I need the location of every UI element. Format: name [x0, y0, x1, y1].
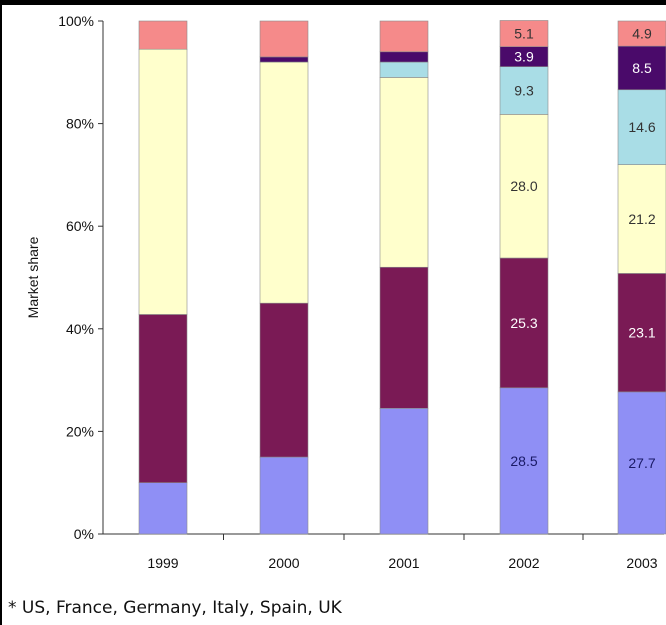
y-tick-label: 0%	[74, 526, 94, 542]
data-label: 27.7	[628, 455, 655, 471]
bar-segment	[259, 20, 309, 58]
x-tick-label: 2002	[508, 555, 539, 571]
bar-segment	[617, 89, 666, 165]
bar-segment	[379, 20, 429, 53]
x-tick-label: 1999	[147, 555, 178, 571]
bar-segment	[138, 482, 188, 535]
data-label: 23.1	[628, 325, 655, 341]
bar-segment	[499, 257, 549, 389]
bar-segment	[499, 114, 549, 259]
data-label: 28.5	[510, 453, 537, 469]
bar-segment	[138, 48, 188, 315]
bar-segment	[617, 391, 666, 535]
bar-segment	[379, 266, 429, 409]
chart-labels: 28.5 25.3 28.0 9.3 3.9 5.1 27.7 23.1 21.2 14.6 8.5…	[510, 26, 655, 471]
stacked-bar-chart: 0% 20% 40% 60% 80% 100% 1999 2000 2001 2002 2003 2…	[25, 13, 666, 571]
x-tick-label: 2001	[388, 555, 419, 571]
bar-segment	[617, 273, 666, 393]
bar-segment	[617, 164, 666, 274]
bar-segment	[499, 20, 549, 47]
bar-segment	[499, 387, 549, 535]
y-axis-label: Market share	[25, 236, 41, 318]
bar-segment	[499, 66, 549, 115]
bar-segment	[259, 56, 309, 63]
chart-bars	[138, 20, 666, 535]
y-tick-label: 80%	[66, 116, 94, 132]
x-tick-label: 2000	[268, 555, 299, 571]
bar-segment	[379, 408, 429, 535]
bar-segment	[259, 456, 309, 535]
bar-segment	[138, 314, 188, 483]
data-label: 8.5	[632, 60, 652, 76]
bar-segment	[379, 51, 429, 63]
data-label: 25.3	[510, 315, 537, 331]
bar-segment	[259, 61, 309, 304]
footnote: * US, France, Germany, Italy, Spain, UK	[8, 598, 342, 618]
x-tick-label: 2003	[626, 555, 657, 571]
data-label: 5.1	[514, 26, 534, 42]
bar-segment	[379, 77, 429, 268]
data-label: 4.9	[632, 26, 652, 42]
y-tick-label: 100%	[58, 13, 94, 29]
chart-axes: 0% 20% 40% 60% 80% 100% 1999 2000 2001 2002 2003	[58, 13, 664, 571]
bar-segment	[138, 20, 188, 50]
data-label: 28.0	[510, 178, 537, 194]
y-tick-label: 20%	[66, 423, 94, 439]
bar-segment	[617, 45, 666, 91]
bar-segment	[617, 20, 666, 47]
bar-segment	[259, 302, 309, 458]
data-label: 3.9	[514, 49, 534, 65]
y-tick-label: 60%	[66, 218, 94, 234]
y-tick-label: 40%	[66, 321, 94, 337]
bar-segment	[379, 61, 429, 78]
data-label: 21.2	[628, 211, 655, 227]
data-label: 9.3	[514, 83, 534, 99]
data-label: 14.6	[628, 119, 655, 135]
